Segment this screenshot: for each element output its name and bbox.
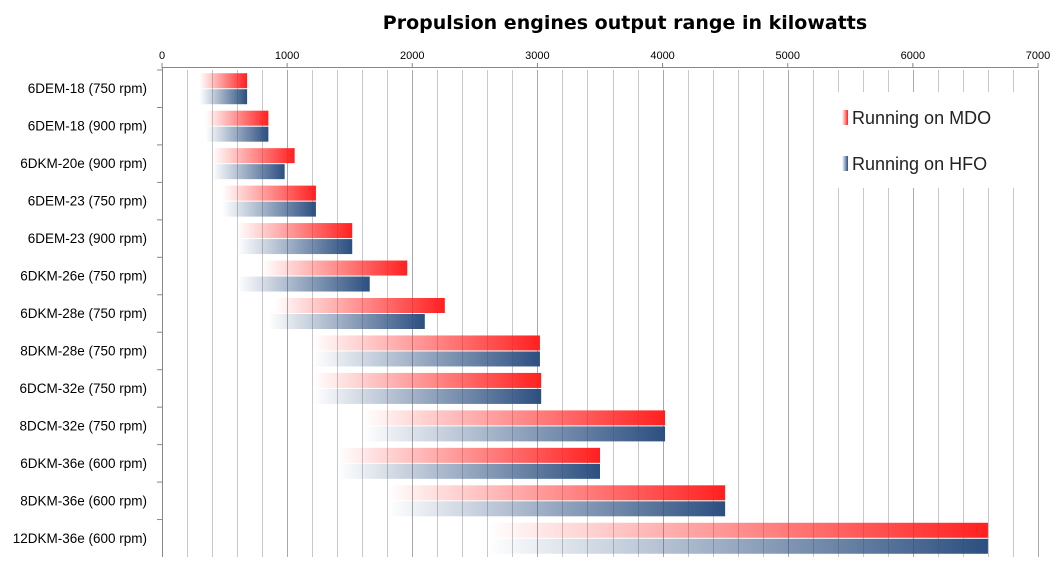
bar-mdo [199,73,248,89]
legend: Running on MDO Running on HFO [832,92,1022,188]
x-tick-label: 3000 [525,50,549,62]
legend-box [832,92,1022,188]
legend-swatch-hfo [842,156,848,171]
bar-hfo [237,276,370,292]
bar-mdo [212,148,295,164]
bar-hfo [387,501,726,517]
bar-mdo [337,447,600,463]
category-label: 6DEM-18 (750 rpm) [28,81,147,96]
bar-mdo [312,372,542,388]
bar-mdo [222,185,316,201]
bar-hfo [222,201,316,217]
bar-hfo [312,351,540,367]
category-label: 8DKM-28e (750 rpm) [20,343,147,358]
bar-hfo [237,239,353,255]
legend-label: Running on HFO [852,154,987,174]
category-label: 8DKM-36e (600 rpm) [20,493,147,508]
category-label: 8DCM-32e (750 rpm) [19,418,147,433]
bar-hfo [362,426,666,442]
chart-title: Propulsion engines output range in kilow… [383,12,867,34]
category-label: 6DCM-32e (750 rpm) [19,381,147,396]
legend-label: Running on MDO [852,108,991,128]
bar-mdo [312,335,540,351]
x-tick-label: 4000 [650,50,674,62]
bar-mdo [362,410,666,426]
bar-hfo [268,314,425,329]
category-label: 6DKM-26e (750 rpm) [20,269,147,284]
bar-hfo [199,89,248,105]
bar-mdo [387,485,726,501]
bar-mdo [237,223,353,239]
x-tick-label: 1000 [275,50,299,62]
bar-hfo [205,126,269,142]
category-label: 6DEM-18 (900 rpm) [28,119,147,134]
category-label: 6DKM-20e (900 rpm) [20,156,147,171]
category-label: 12DKM-36e (600 rpm) [13,531,147,546]
category-label: 6DKM-36e (600 rpm) [20,456,147,471]
y-axis: 6DEM-18 (750 rpm) 6DEM-18 (900 rpm) 6DKM-2… [13,68,163,557]
bar-mdo [205,110,269,126]
bar-mdo [274,298,445,313]
category-label: 6DEM-23 (750 rpm) [28,194,147,209]
bar-mdo [262,260,408,276]
category-label: 6DKM-28e (750 rpm) [20,306,147,321]
bar-mdo [487,522,988,538]
x-tick-label: 6000 [901,50,925,62]
bars [199,73,988,554]
x-tick-label: 5000 [775,50,799,62]
bar-hfo [337,463,600,479]
legend-swatch-mdo [842,110,848,125]
bar-hfo [487,538,988,554]
x-axis-ticks: 0 1000 2000 3000 4000 5000 6000 7000 [159,50,1050,68]
bar-hfo [212,164,285,180]
x-tick-label: 2000 [400,50,424,62]
x-tick-label: 7000 [1026,50,1050,62]
bar-hfo [312,388,542,404]
x-tick-label: 0 [159,50,165,62]
category-label: 6DEM-23 (900 rpm) [28,231,147,246]
